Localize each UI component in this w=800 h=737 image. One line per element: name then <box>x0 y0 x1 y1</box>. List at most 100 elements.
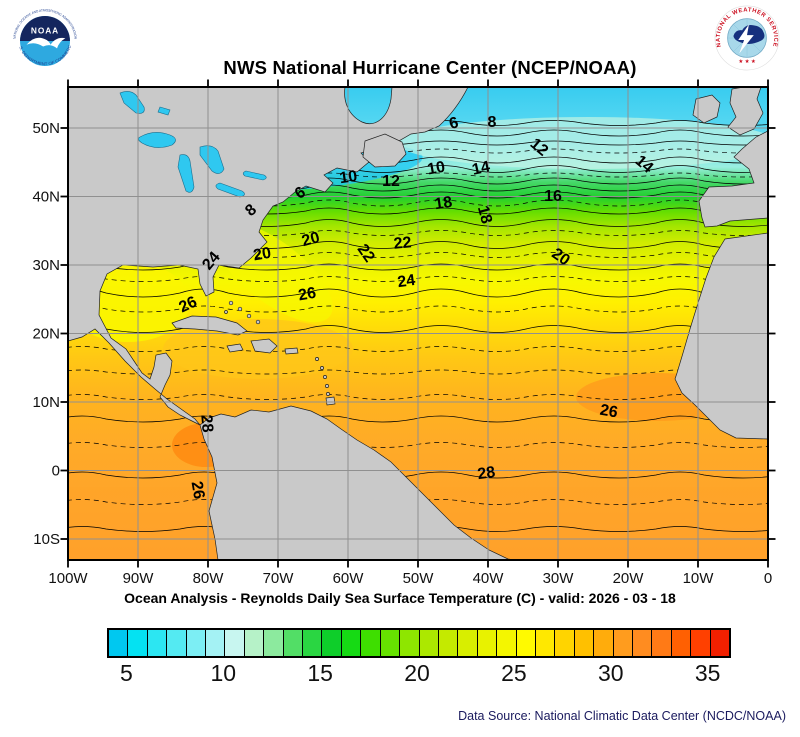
lat-label: 40N <box>32 189 60 206</box>
lat-label: 0 <box>52 463 60 480</box>
contour-label: 28 <box>476 464 496 483</box>
contour-label: 26 <box>176 293 199 316</box>
axes: 100W 90W 80W 70W 60W 50W 40W 30W 20W 10W 0 50N 40N 30… <box>32 79 776 587</box>
contour-label: 12 <box>382 173 400 190</box>
colorbar-cell <box>380 630 401 656</box>
colorbar-cell <box>516 630 536 656</box>
nws-stars: ★ ★ ★ <box>738 59 756 65</box>
data-source-text: Data Source: National Climatic Data Cent… <box>458 709 786 723</box>
isotherm-line <box>68 288 768 298</box>
lon-label: 90W <box>123 570 155 587</box>
colorbar-cell <box>613 630 633 656</box>
lat-label: 10N <box>32 394 60 411</box>
lon-label: 20W <box>613 570 645 587</box>
colorbar-tick-label: 10 <box>210 660 237 686</box>
lon-label: 40W <box>473 570 505 587</box>
contour-label: 26 <box>599 402 620 422</box>
page-title: NWS National Hurricane Center (NCEP/NOAA… <box>223 57 637 78</box>
colorbar-cell <box>535 630 556 656</box>
land-newfoundland <box>362 133 407 168</box>
lon-label: 70W <box>263 570 295 587</box>
contour-label: 18 <box>474 204 495 226</box>
temperature-colorbar <box>107 628 731 658</box>
lon-label: 100W <box>48 570 88 587</box>
colorbar-tick-label: 25 <box>501 660 527 686</box>
colorbar-cell <box>109 630 129 656</box>
lake-ontario <box>242 170 267 181</box>
land-bahamas <box>224 300 261 325</box>
noaa-seagull-icon <box>26 37 66 49</box>
colorbar-cell <box>594 630 614 656</box>
colorbar-cell <box>691 630 711 656</box>
lake-michigan <box>177 154 195 193</box>
lon-label: 30W <box>543 570 575 587</box>
land-great-britain <box>727 87 764 136</box>
contour-label: 16 <box>544 188 562 205</box>
colorbar-cell <box>167 630 187 656</box>
colorbar-cell <box>264 630 284 656</box>
land-antilles <box>315 357 330 396</box>
land-hispaniola <box>250 338 278 354</box>
lon-label: 80W <box>193 570 225 587</box>
noaa-logo-text: NOAA <box>31 26 59 36</box>
colorbar-cell <box>361 630 381 656</box>
colorbar-cell <box>458 630 478 656</box>
contour-label: 26 <box>297 285 318 305</box>
lat-label: 10S <box>33 531 60 548</box>
contour-label: 28 <box>197 414 215 433</box>
noaa-logo: NOAA NATIONAL OCEANIC AND ATMOSPHERIC AD… <box>8 4 79 75</box>
colorbar-tick-label: 5 <box>119 660 133 686</box>
land-trinidad <box>325 396 336 406</box>
contour-label: 10 <box>338 168 358 187</box>
small-lake <box>157 106 171 116</box>
lat-label: 50N <box>32 120 60 137</box>
colorbar-tick-label: 20 <box>404 660 430 686</box>
contour-label: 6 <box>447 114 460 133</box>
contour-label: 20 <box>300 229 322 250</box>
colorbar-cell <box>555 630 575 656</box>
contour-label: 10 <box>426 159 447 179</box>
colorbar-cell <box>400 630 420 656</box>
colorbar-cell <box>477 630 498 656</box>
isotherm-line <box>68 415 768 423</box>
nws-lightning-icon <box>738 24 754 54</box>
colorbar-cell <box>206 630 226 656</box>
isotherm-line <box>68 263 768 271</box>
contour-label: 24 <box>396 272 416 291</box>
land-ireland <box>692 94 721 124</box>
land-jamaica <box>226 343 244 353</box>
nws-logo: NATIONAL WEATHER SERVICE ★ ★ ★ <box>714 5 780 71</box>
colorbar-cell <box>341 630 362 656</box>
colorbar-cell <box>322 630 342 656</box>
colorbar-cell <box>128 630 148 656</box>
colorbar-cell <box>303 630 323 656</box>
isotherm-line <box>68 325 768 333</box>
contour-label: 18 <box>433 194 453 213</box>
contour-label: 14 <box>471 158 492 178</box>
land-puerto-rico <box>284 347 299 355</box>
colorbar-cell <box>225 630 245 656</box>
isotherm-line <box>68 471 768 479</box>
colorbar-cell <box>632 630 653 656</box>
colorbar-cell <box>244 630 265 656</box>
colorbar-cell <box>147 630 168 656</box>
lon-label: 60W <box>333 570 365 587</box>
colorbar-tick-labels: 5 10 15 20 25 30 35 <box>107 660 727 688</box>
colorbar-cell <box>652 630 672 656</box>
colorbar-cell <box>283 630 304 656</box>
lat-label: 30N <box>32 257 60 274</box>
lat-label: 20N <box>32 326 60 343</box>
lon-label: 50W <box>403 570 435 587</box>
lon-label: 10W <box>683 570 715 587</box>
contour-label: 8 <box>488 114 497 131</box>
land-europe <box>698 130 768 228</box>
colorbar-tick-label: 35 <box>694 660 721 686</box>
contour-label: 26 <box>188 480 208 501</box>
contour-label: 20 <box>252 245 273 265</box>
colorbar-cell <box>671 630 692 656</box>
colorbar-tick-label: 15 <box>307 660 333 686</box>
contour-label: 22 <box>393 234 412 252</box>
noaa-logo-sky <box>20 16 70 41</box>
colorbar-cell <box>419 630 439 656</box>
